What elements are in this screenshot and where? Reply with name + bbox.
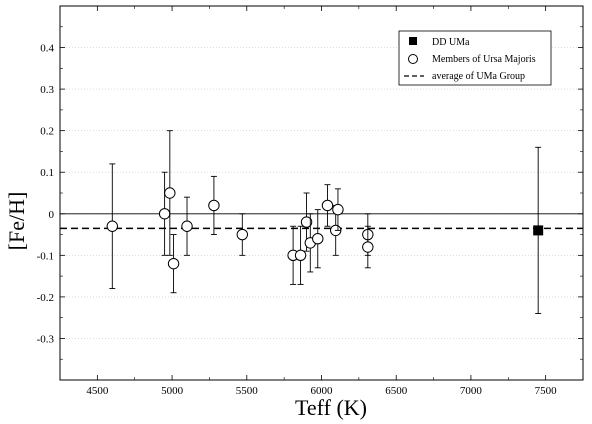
x-tick-label: 4500 bbox=[86, 385, 109, 397]
y-tick-label: 0.1 bbox=[40, 167, 54, 179]
y-tick-label: 0 bbox=[49, 209, 55, 221]
legend: DD UMa Members of Ursa Majoris average o… bbox=[398, 30, 552, 86]
x-tick-label: 5500 bbox=[236, 385, 259, 397]
axis-ticks: 0.4 0.3 0.2 0.1 0 -0.1 -0.2 -0.3 4500 5000 5500 600… bbox=[37, 6, 584, 397]
y-axis-title: [Fe/H] bbox=[4, 192, 29, 251]
data-point-member bbox=[300, 216, 313, 228]
legend-square-marker bbox=[409, 37, 417, 45]
data-point-member bbox=[332, 203, 344, 216]
legend-label-members: Members of Ursa Majoris bbox=[432, 54, 536, 65]
data-point-member bbox=[164, 187, 176, 199]
data-point-member bbox=[106, 220, 119, 232]
x-axis-title: Teff (K) bbox=[295, 395, 367, 420]
reference-lines bbox=[60, 213, 583, 230]
data-point-member bbox=[158, 208, 171, 220]
data-point-member bbox=[236, 228, 249, 241]
data-point-member bbox=[321, 199, 334, 212]
data-series bbox=[106, 130, 544, 314]
y-tick-label: -0.2 bbox=[37, 292, 54, 304]
data-point-member bbox=[181, 220, 193, 232]
y-tick-label: 0.2 bbox=[40, 126, 54, 138]
data-point-dd-uma bbox=[533, 225, 544, 236]
data-point-member bbox=[312, 233, 324, 245]
y-tick-label: 0.4 bbox=[40, 43, 54, 55]
x-tick-label: 7500 bbox=[535, 385, 558, 397]
x-tick-label: 6000 bbox=[311, 385, 334, 397]
data-point-member bbox=[294, 249, 307, 262]
grid-lines bbox=[60, 47, 583, 339]
x-tick-label: 5000 bbox=[161, 385, 184, 397]
legend-box bbox=[398, 30, 552, 86]
legend-label-average: average of UMa Group bbox=[432, 71, 525, 82]
legend-circle-marker bbox=[408, 54, 418, 64]
data-point-member bbox=[167, 257, 180, 270]
legend-label-dd-uma: DD UMa bbox=[432, 37, 470, 48]
x-tick-label: 6500 bbox=[385, 385, 408, 397]
y-tick-label: -0.3 bbox=[37, 333, 55, 345]
data-point-member bbox=[362, 241, 374, 253]
y-tick-label: -0.1 bbox=[37, 250, 54, 262]
x-tick-label: 7000 bbox=[460, 385, 483, 397]
data-point-member bbox=[208, 199, 220, 212]
y-tick-label: 0.3 bbox=[40, 84, 54, 96]
